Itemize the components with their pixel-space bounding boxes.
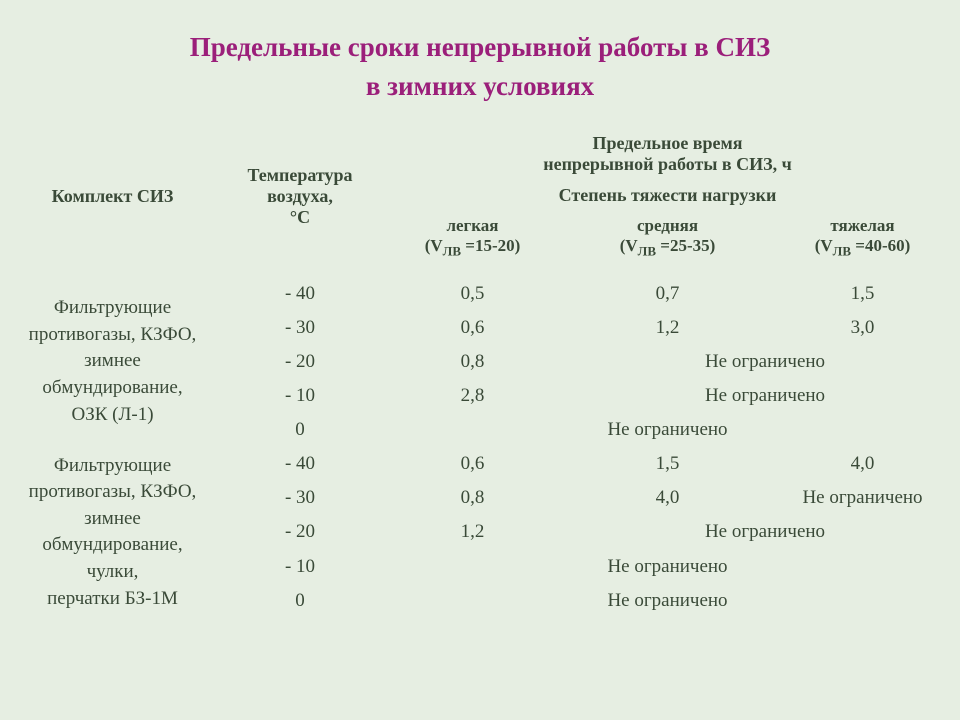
kit1-l2: противогазы, КЗФО, xyxy=(29,324,197,345)
kit1-l4: обмундирование, xyxy=(42,377,182,398)
unlimited-cell: Не ограничено xyxy=(375,413,960,447)
header-limit-l2: непрерывной работы в СИЗ, ч xyxy=(543,154,792,174)
temp-cell: - 20 xyxy=(225,345,375,379)
unlimited-cell: Не ограничено xyxy=(570,379,960,413)
header-limit-l1: Предельное время xyxy=(592,133,742,153)
limits-table: Комплект СИЗ Температура воздуха, °С Пре… xyxy=(0,128,960,618)
header-kit: Комплект СИЗ xyxy=(0,128,225,264)
header-temp: Температура воздуха, °С xyxy=(225,128,375,264)
header-light-l2a: (V xyxy=(425,236,443,255)
header-heavy-l1: тяжелая xyxy=(830,216,894,235)
unlimited-cell: Не ограничено xyxy=(570,515,960,549)
light-cell: 1,2 xyxy=(375,515,570,549)
table-row: Фильтрующие противогазы, КЗФО, зимнее об… xyxy=(0,277,960,311)
header-medium-l2a: (V xyxy=(620,236,638,255)
kit2-l6: перчатки БЗ-1М xyxy=(47,588,178,609)
header-heavy-l2b: =40-60) xyxy=(851,236,910,255)
header-temp-l2: воздуха, xyxy=(267,186,333,206)
header-heavy: тяжелая (VЛВ =40-60) xyxy=(765,211,960,264)
kit2-l1: Фильтрующие xyxy=(54,455,171,476)
temp-cell: - 10 xyxy=(225,550,375,584)
light-cell: 0,6 xyxy=(375,311,570,345)
temp-cell: - 40 xyxy=(225,277,375,311)
table-header-row-1: Комплект СИЗ Температура воздуха, °С Пре… xyxy=(0,128,960,180)
heavy-cell: Не ограничено xyxy=(765,481,960,515)
header-light-l1: легкая xyxy=(446,216,498,235)
header-limit: Предельное время непрерывной работы в СИ… xyxy=(375,128,960,180)
header-medium-sub: ЛВ xyxy=(638,244,656,259)
header-temp-l1: Температура xyxy=(247,165,352,185)
header-medium-l1: средняя xyxy=(637,216,698,235)
light-cell: 0,6 xyxy=(375,447,570,481)
header-medium-l2b: =25-35) xyxy=(656,236,715,255)
heavy-cell: 4,0 xyxy=(765,447,960,481)
unlimited-cell: Не ограничено xyxy=(375,550,960,584)
kit-cell-2: Фильтрующие противогазы, КЗФО, зимнее об… xyxy=(0,447,225,619)
unlimited-cell: Не ограничено xyxy=(375,584,960,618)
kit2-l2: противогазы, КЗФО, xyxy=(29,481,197,502)
temp-cell: - 20 xyxy=(225,515,375,549)
medium-cell: 0,7 xyxy=(570,277,765,311)
heavy-cell: 1,5 xyxy=(765,277,960,311)
header-light: легкая (VЛВ =15-20) xyxy=(375,211,570,264)
temp-cell: 0 xyxy=(225,413,375,447)
spacer xyxy=(0,265,960,277)
unlimited-cell: Не ограничено xyxy=(570,345,960,379)
kit2-l3: зимнее xyxy=(84,508,141,529)
heavy-cell: 3,0 xyxy=(765,311,960,345)
header-medium: средняя (VЛВ =25-35) xyxy=(570,211,765,264)
title-line-1: Предельные сроки непрерывной работы в СИ… xyxy=(40,28,920,67)
kit1-l5: ОЗК (Л-1) xyxy=(71,404,153,425)
light-cell: 0,5 xyxy=(375,277,570,311)
temp-cell: 0 xyxy=(225,584,375,618)
kit1-l1: Фильтрующие xyxy=(54,297,171,318)
table-row: Фильтрующие противогазы, КЗФО, зимнее об… xyxy=(0,447,960,481)
light-cell: 0,8 xyxy=(375,481,570,515)
temp-cell: - 10 xyxy=(225,379,375,413)
kit2-l4: обмундирование, xyxy=(42,534,182,555)
slide-title: Предельные сроки непрерывной работы в СИ… xyxy=(0,0,960,128)
header-heavy-l2a: (V xyxy=(815,236,833,255)
temp-cell: - 30 xyxy=(225,311,375,345)
light-cell: 2,8 xyxy=(375,379,570,413)
kit1-l3: зимнее xyxy=(84,350,141,371)
header-light-sub: ЛВ xyxy=(443,244,461,259)
header-heavy-sub: ЛВ xyxy=(833,244,851,259)
kit-cell-1: Фильтрующие противогазы, КЗФО, зимнее об… xyxy=(0,277,225,447)
header-temp-l3: °С xyxy=(290,207,310,227)
temp-cell: - 30 xyxy=(225,481,375,515)
header-severity: Степень тяжести нагрузки xyxy=(375,180,960,211)
kit2-l5: чулки, xyxy=(87,561,139,582)
title-line-2: в зимних условиях xyxy=(40,67,920,106)
medium-cell: 1,5 xyxy=(570,447,765,481)
header-light-l2b: =15-20) xyxy=(461,236,520,255)
medium-cell: 4,0 xyxy=(570,481,765,515)
temp-cell: - 40 xyxy=(225,447,375,481)
light-cell: 0,8 xyxy=(375,345,570,379)
medium-cell: 1,2 xyxy=(570,311,765,345)
